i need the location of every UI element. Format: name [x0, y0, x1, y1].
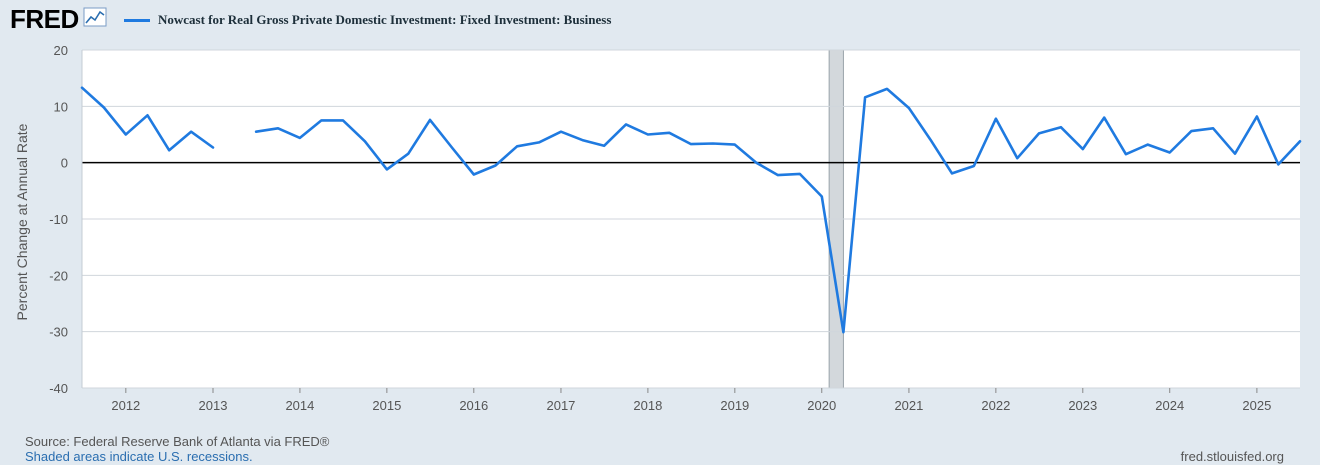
- legend-series-label: Nowcast for Real Gross Private Domestic …: [158, 12, 612, 27]
- x-tick-label: 2019: [720, 398, 749, 413]
- x-tick-label: 2013: [199, 398, 228, 413]
- x-tick-label: 2012: [111, 398, 140, 413]
- x-tick-label: 2014: [285, 398, 314, 413]
- x-tick-label: 2023: [1068, 398, 1097, 413]
- footer-source: Source: Federal Reserve Bank of Atlanta …: [25, 434, 330, 449]
- chart-legend: Nowcast for Real Gross Private Domestic …: [124, 12, 611, 28]
- y-tick-label: -30: [49, 325, 68, 340]
- x-tick-label: 2024: [1155, 398, 1184, 413]
- fred-logo-text: FRED: [10, 4, 79, 34]
- x-tick-label: 2016: [459, 398, 488, 413]
- y-tick-label: -40: [49, 381, 68, 396]
- x-tick-label: 2017: [546, 398, 575, 413]
- x-tick-label: 2025: [1242, 398, 1271, 413]
- recession-note: Shaded areas indicate U.S. recessions.: [25, 449, 253, 464]
- y-tick-label: 20: [54, 43, 68, 58]
- y-tick-label: -10: [49, 212, 68, 227]
- x-tick-label: 2022: [981, 398, 1010, 413]
- y-tick-label: -20: [49, 268, 68, 283]
- series-line: [80, 86, 215, 152]
- trend-line-icon: [83, 7, 107, 32]
- y-tick-label: 10: [54, 99, 68, 114]
- x-tick-label: 2018: [633, 398, 662, 413]
- legend-swatch: [124, 18, 150, 22]
- fred-logo[interactable]: FRED: [10, 6, 107, 32]
- x-tick-label: 2021: [894, 398, 923, 413]
- y-tick-label: 0: [61, 156, 68, 171]
- x-tick-label: 2020: [807, 398, 836, 413]
- y-axis-label: Percent Change at Annual Rate: [14, 123, 30, 320]
- x-tick-label: 2015: [372, 398, 401, 413]
- series-line: [254, 87, 1302, 334]
- footer-url[interactable]: fred.stlouisfed.org: [1180, 449, 1284, 464]
